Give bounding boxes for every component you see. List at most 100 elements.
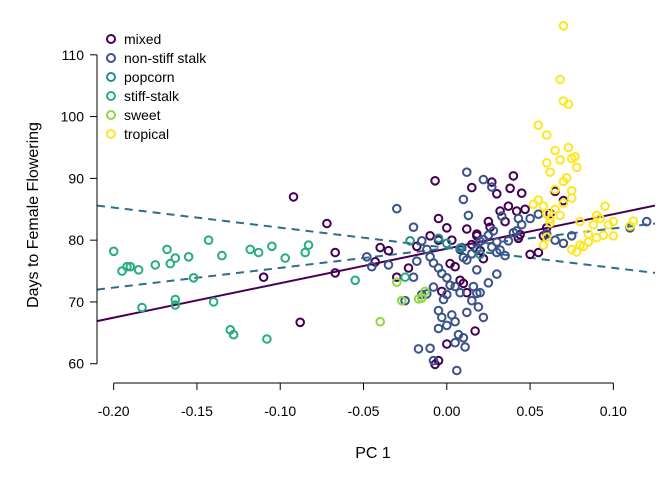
point-mixed — [520, 204, 530, 215]
point-non-stiff-stalk — [400, 295, 410, 306]
point-non-stiff-stalk — [408, 272, 419, 283]
point-sweet — [392, 277, 402, 288]
point-tropical — [533, 120, 544, 130]
point-tropical — [570, 152, 580, 162]
x-axis: -0.20 -0.15 -0.10 -0.05 0.00 0.05 0.10 — [98, 382, 627, 419]
point-non-stiff-stalk — [488, 226, 499, 236]
point-tropical — [558, 198, 569, 208]
point-stiff-stalk — [150, 260, 161, 270]
point-mixed — [505, 183, 515, 194]
point-stiff-stalk — [188, 273, 199, 283]
point-tropical — [550, 145, 560, 156]
point-non-stiff-stalk — [445, 280, 455, 291]
point-tropical — [600, 201, 610, 211]
point-non-stiff-stalk — [383, 260, 394, 270]
point-tropical — [563, 142, 574, 153]
point-non-stiff-stalk — [468, 281, 479, 292]
point-tropical — [566, 193, 577, 203]
point-mixed — [511, 206, 522, 216]
point-mixed — [403, 263, 414, 273]
point-stiff-stalk — [217, 250, 227, 261]
trend-line-2 — [96, 204, 656, 274]
legend-item-stiff-stalk: stiff-stalk — [106, 88, 180, 104]
point-non-stiff-stalk — [475, 287, 485, 298]
point-tropical — [555, 155, 565, 165]
point-non-stiff-stalk — [541, 229, 552, 239]
point-mixed — [472, 229, 482, 239]
point-tropical — [550, 204, 560, 215]
point-tropical — [545, 218, 555, 228]
point-tropical — [628, 216, 639, 226]
point-stiff-stalk — [108, 246, 119, 257]
point-non-stiff-stalk — [566, 231, 577, 241]
point-non-stiff-stalk — [487, 182, 497, 192]
x-tick-label: 0.10 — [600, 403, 627, 419]
point-mixed — [487, 177, 497, 187]
point-mixed — [467, 182, 477, 193]
point-mixed — [442, 223, 452, 233]
point-non-stiff-stalk — [438, 294, 449, 305]
point-non-stiff-stalk — [455, 287, 465, 298]
point-popcorn — [455, 243, 465, 253]
point-non-stiff-stalk — [525, 213, 535, 224]
point-non-stiff-stalk — [412, 256, 422, 267]
x-tick-label: -0.15 — [181, 403, 213, 419]
point-mixed — [467, 239, 477, 250]
point-sweet — [375, 316, 386, 327]
point-mixed — [445, 258, 455, 269]
point-tropical — [538, 240, 549, 250]
point-non-stiff-stalk — [473, 302, 484, 312]
legend-label: sweet — [124, 107, 161, 123]
legend-item-sweet: sweet — [106, 107, 161, 123]
point-non-stiff-stalk — [413, 344, 424, 354]
point-non-stiff-stalk — [437, 312, 447, 323]
point-non-stiff-stalk — [392, 203, 402, 214]
point-non-stiff-stalk — [492, 269, 502, 279]
point-stiff-stalk — [122, 261, 132, 272]
point-non-stiff-stalk — [462, 167, 472, 177]
y-tick-label: 90 — [68, 170, 84, 186]
point-stiff-stalk — [280, 253, 291, 263]
point-tropical — [561, 173, 572, 183]
point-non-stiff-stalk — [442, 273, 452, 283]
point-stiff-stalk — [300, 247, 311, 258]
point-stiff-stalk — [165, 258, 176, 269]
point-tropical — [555, 210, 565, 221]
point-non-stiff-stalk — [428, 282, 439, 292]
point-tropical — [608, 231, 619, 241]
point-non-stiff-stalk — [452, 365, 462, 376]
point-stiff-stalk — [125, 261, 136, 272]
point-non-stiff-stalk — [408, 222, 419, 232]
point-non-stiff-stalk — [492, 237, 502, 247]
x-tick-label: -0.20 — [98, 403, 130, 419]
x-tick-label: 0.05 — [516, 403, 543, 419]
point-mixed — [383, 245, 394, 256]
point-stiff-stalk — [267, 241, 277, 252]
point-non-stiff-stalk — [558, 238, 569, 249]
point-mixed — [508, 171, 519, 181]
legend-item-mixed: mixed — [106, 31, 161, 47]
point-non-stiff-stalk — [641, 216, 652, 227]
point-tropical — [608, 216, 619, 227]
point-non-stiff-stalk — [442, 320, 452, 331]
point-sweet — [397, 295, 407, 306]
point-non-stiff-stalk — [460, 342, 470, 352]
point-tropical — [541, 158, 552, 168]
legend-label: mixed — [124, 31, 161, 47]
point-popcorn — [442, 238, 452, 249]
point-stiff-stalk — [245, 244, 255, 255]
point-tropical — [595, 213, 605, 224]
point-mixed — [375, 242, 386, 253]
y-tick-label: 70 — [68, 294, 84, 310]
legend-marker — [106, 91, 116, 101]
point-non-stiff-stalk — [478, 312, 489, 323]
point-mixed — [492, 189, 502, 199]
y-tick-label: 110 — [62, 47, 85, 63]
point-tropical — [571, 247, 582, 257]
data-points — [108, 21, 652, 376]
point-non-stiff-stalk — [463, 210, 474, 221]
point-stiff-stalk — [137, 302, 147, 313]
point-non-stiff-stalk — [362, 251, 372, 262]
point-mixed — [525, 249, 535, 260]
